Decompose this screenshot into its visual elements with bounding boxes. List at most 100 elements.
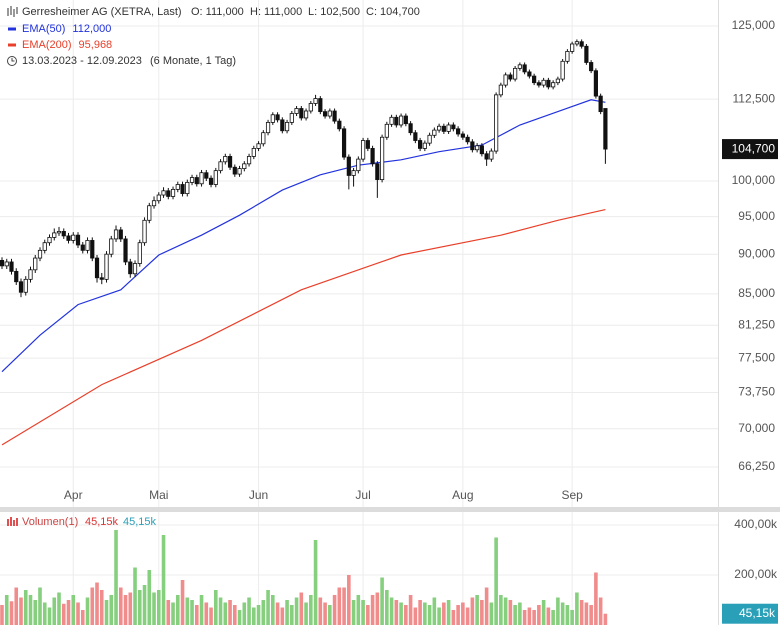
volume-bar bbox=[185, 597, 190, 625]
candle-body bbox=[189, 177, 195, 183]
candle-body bbox=[522, 64, 527, 73]
candle-body bbox=[432, 129, 437, 136]
volume-bar bbox=[546, 607, 551, 625]
candle-body bbox=[322, 111, 328, 117]
volume-bar bbox=[603, 613, 608, 625]
y-tick-label: 77,500 bbox=[738, 350, 775, 364]
candle-body bbox=[61, 231, 66, 237]
candle-body bbox=[503, 74, 508, 86]
candle-body bbox=[66, 235, 71, 241]
volume-bar bbox=[61, 603, 66, 625]
volume-bar bbox=[190, 600, 194, 625]
volume-bar bbox=[80, 610, 85, 625]
last-price-badge bbox=[722, 139, 778, 160]
volume-label: 45,15k bbox=[85, 516, 119, 528]
volume-bar bbox=[266, 590, 270, 625]
candle-body bbox=[0, 259, 5, 267]
volume-bar bbox=[427, 605, 432, 625]
volume-bar bbox=[223, 602, 228, 625]
volume-bar bbox=[304, 602, 308, 625]
volume-bar bbox=[290, 605, 294, 625]
labels: Gerresheimer AG (XETRA, Last) O: 111,000… bbox=[7, 6, 778, 624]
volume-bar bbox=[123, 595, 128, 625]
candle-body bbox=[513, 67, 518, 80]
candle-body bbox=[237, 168, 242, 175]
candle-body bbox=[261, 132, 266, 145]
candle-body bbox=[47, 237, 52, 244]
candle-body bbox=[104, 253, 109, 280]
candle-body bbox=[551, 82, 556, 88]
volume-bar bbox=[480, 600, 484, 625]
volume-bar bbox=[23, 590, 28, 625]
candle-body bbox=[427, 134, 432, 144]
volume-bar bbox=[413, 607, 418, 625]
volume-bar bbox=[175, 595, 180, 625]
candle-body bbox=[565, 51, 570, 62]
volume-bar bbox=[361, 600, 365, 625]
candle-body bbox=[80, 244, 85, 251]
y-tick-label: 400,00k bbox=[734, 517, 778, 531]
candle-body bbox=[598, 95, 603, 113]
volume-bar bbox=[4, 595, 9, 625]
candle-body bbox=[389, 116, 394, 125]
volume-bar bbox=[161, 535, 166, 625]
volume-label: 45,15k bbox=[123, 516, 157, 528]
candle-body bbox=[90, 240, 95, 259]
volume-bar bbox=[503, 597, 508, 625]
candle-body bbox=[441, 125, 446, 132]
volume-bar bbox=[90, 587, 95, 625]
legend-value: 112,000 bbox=[72, 23, 111, 35]
volume-bar bbox=[95, 582, 99, 625]
candle-body bbox=[113, 229, 119, 240]
candle-body bbox=[489, 150, 494, 160]
volume-bar bbox=[28, 595, 33, 625]
candle-body bbox=[332, 110, 337, 122]
candle-body bbox=[418, 140, 423, 149]
legend-name: EMA(200) bbox=[22, 39, 72, 51]
volume-bar bbox=[351, 600, 356, 625]
volume-bar bbox=[104, 600, 109, 625]
volume-bar bbox=[213, 590, 218, 625]
volume-bar bbox=[385, 590, 389, 625]
candle-body bbox=[275, 114, 280, 121]
volume-bar bbox=[233, 605, 237, 625]
candle-body bbox=[42, 242, 47, 251]
volume-bar bbox=[370, 595, 375, 625]
candle-body bbox=[346, 156, 351, 176]
volume-bar bbox=[261, 600, 266, 625]
panel-separator bbox=[0, 507, 780, 512]
candle-body bbox=[403, 115, 408, 125]
volume-bar bbox=[442, 602, 446, 625]
volume-bar bbox=[147, 570, 152, 625]
volume-bar bbox=[247, 597, 251, 625]
candle-body bbox=[94, 257, 100, 279]
candle-body bbox=[246, 156, 252, 165]
candle-body bbox=[517, 64, 522, 69]
volume-bar bbox=[14, 587, 19, 625]
candle-body bbox=[33, 257, 38, 271]
y-tick-label: 112,500 bbox=[733, 91, 776, 105]
volume-bar bbox=[389, 597, 394, 625]
volume-bar bbox=[194, 605, 199, 625]
volume-bar bbox=[589, 605, 593, 625]
candle-body bbox=[109, 238, 114, 255]
candle-body bbox=[18, 281, 24, 293]
candle-body bbox=[460, 133, 465, 138]
volume-bar bbox=[137, 590, 142, 625]
candle-body bbox=[360, 140, 366, 160]
volume-bar bbox=[532, 610, 536, 625]
x-tick-label: Aug bbox=[452, 488, 473, 502]
volume-bar bbox=[52, 597, 57, 625]
volume-bar bbox=[451, 610, 456, 625]
volume-bar bbox=[42, 602, 47, 625]
volume-icon bbox=[7, 517, 18, 526]
candle-body bbox=[603, 108, 608, 150]
volume-bar bbox=[508, 600, 513, 625]
y-tick-label: 125,000 bbox=[732, 18, 776, 32]
volume-bar bbox=[418, 600, 422, 625]
last-volume-label: 45,15k bbox=[739, 606, 776, 620]
candle-body bbox=[470, 141, 475, 151]
candle-body bbox=[170, 188, 176, 197]
volume-bar bbox=[380, 577, 384, 625]
